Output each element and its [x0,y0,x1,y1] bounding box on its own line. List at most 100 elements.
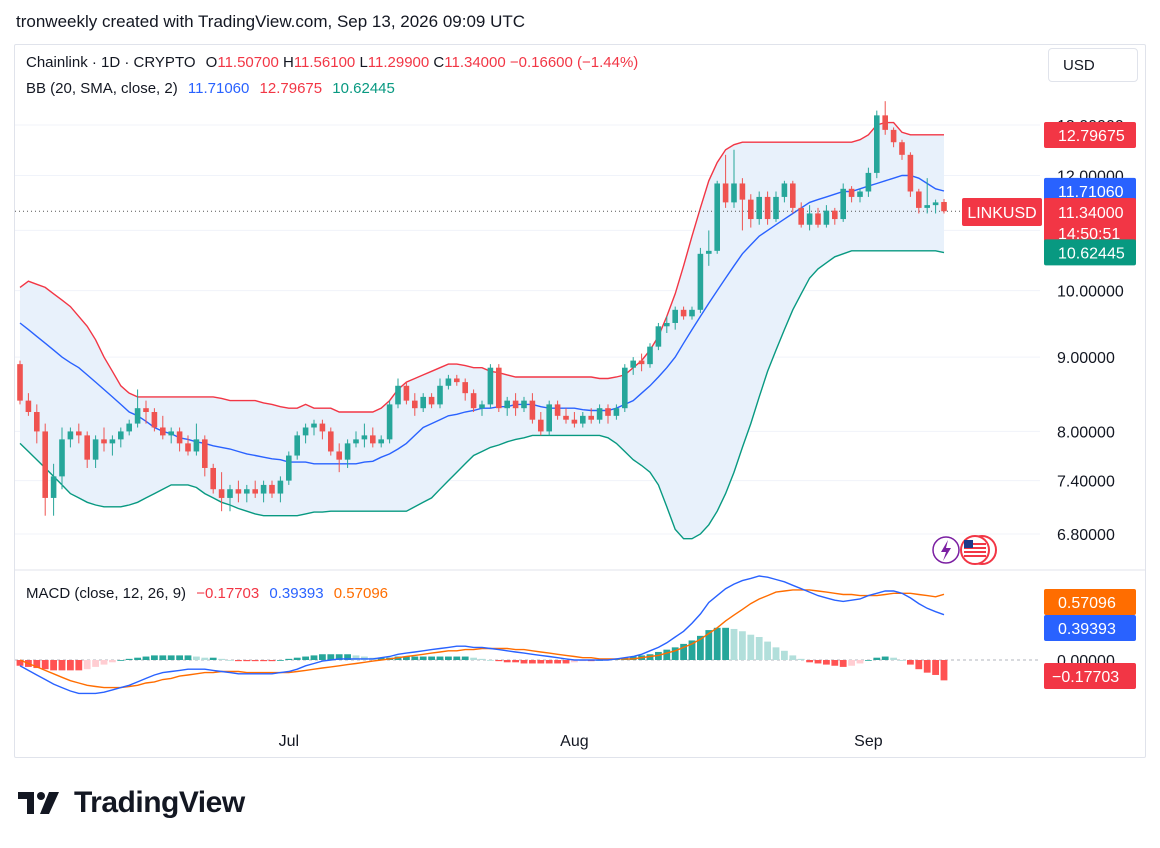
upper-band-tag: 12.79675 [1044,121,1136,148]
price-tick-label: 8.00000 [1057,424,1115,441]
candle-body [218,489,225,498]
macd-signal-tag: 0.57096 [1044,589,1136,615]
candle-body [42,431,48,498]
candle-body [504,400,510,409]
macd-histogram-bar [856,660,864,664]
macd-histogram-bar [142,656,150,660]
candle-body [454,378,460,383]
candle-body [185,443,191,452]
candle-body [227,489,233,498]
symbol-title[interactable]: Chainlink · 1D · CRYPTO [26,54,196,71]
candle-body [84,435,90,460]
time-axis: Jul Aug Sep [279,733,883,750]
candle-body [319,423,326,432]
price-tick-label: 7.40000 [1057,474,1115,491]
lightning-glyph [941,540,951,561]
candle-body [731,183,737,203]
candle-body [538,419,544,432]
macd-signal-line [19,589,945,689]
lower-band-tag-bg [1044,239,1136,266]
candle-body [437,385,443,405]
lower-band-tag-text: 10.62445 [1058,245,1125,262]
macd-histogram-bar [722,627,729,660]
price-tick-label: 10.00000 [1057,284,1124,301]
candle-body [294,435,300,456]
candle-body [521,400,527,409]
tradingview-logo-icon [18,792,59,814]
macd-histogram-bar [327,654,335,660]
macd-histogram-bar [747,634,755,660]
candle-body [286,455,292,481]
macd-histogram-bar [184,655,192,660]
candle-body [605,408,611,416]
candle-body [546,404,552,432]
candle-body [143,408,149,413]
macd-histogram-bar [789,655,797,660]
symbol-tag-text: LINKUSD [967,205,1036,222]
macd-histogram-bar [151,655,158,660]
macd-histogram-bar [193,656,200,660]
candle-body [815,213,821,225]
candle-body [277,480,284,494]
candle-body [924,205,930,208]
macd-histogram-bar [713,627,721,660]
candle-body [260,484,267,494]
candle-body [34,412,40,432]
candle-body [714,183,720,251]
candle-body [622,367,628,409]
symbol-legend: Chainlink · 1D · CRYPTO O11.50700 H11.56… [26,54,644,71]
macd-hist-tag-text: −0.17703 [1052,669,1119,686]
candle-body [428,396,435,405]
candle-body [176,431,183,444]
macd-histogram-bar [436,656,444,660]
macd-histogram-bar [285,658,293,660]
candle-body [680,309,687,317]
last-price-tag: 11.34000 14:50:51 [1044,198,1136,244]
candle-body [252,489,258,494]
macd-histogram-bar [58,660,66,671]
macd-histogram-bar [453,656,461,660]
candle-body [630,360,636,368]
macd-histogram-bar [100,660,108,665]
candle-body [613,408,620,416]
candle-body [487,367,494,405]
candle-body [596,408,603,420]
macd-histogram-bar [781,650,788,660]
candle-body [496,367,502,409]
macd-label[interactable]: MACD (close, 12, 26, 9) [26,585,187,602]
candle-body [202,439,208,468]
macd-histogram-bar [411,656,419,660]
candle-body [445,378,452,386]
macd-hist-tag-bg [1044,663,1136,689]
open-label: O [205,54,218,71]
macd-histogram-bar [243,660,251,662]
currency-button[interactable]: USD [1048,48,1138,82]
candle-body [344,443,351,460]
close-value: 11.34000 [444,54,506,71]
macd-histogram-bar [806,660,813,663]
macd-line-tag-bg [1044,615,1136,641]
macd-histogram-bar [176,655,183,660]
macd-histogram-bar [470,657,477,660]
footer-logo: TradingView [18,786,245,820]
macd-histogram-bar [923,660,931,673]
time-tick-label: Aug [560,733,588,750]
macd-histogram-bar [932,660,939,675]
macd-histogram-bar [335,654,343,660]
candle-body [941,201,947,212]
low-value: 11.29900 [367,54,430,71]
candle-body [806,213,813,225]
bb-label[interactable]: BB (20, SMA, close, 2) [26,80,178,97]
macd-histogram-bar [419,656,427,660]
macd-histogram-bar [377,657,385,660]
macd-histogram [16,627,948,681]
candle-body [764,196,771,220]
macd-histogram-bar [478,658,486,660]
candle-body [244,489,250,494]
candle-body [697,253,704,310]
candle-body [882,115,888,130]
macd-histogram-bar [16,660,24,666]
last-price-tag-text: 11.34000 [1058,205,1124,222]
macd-histogram-bar [831,660,839,666]
